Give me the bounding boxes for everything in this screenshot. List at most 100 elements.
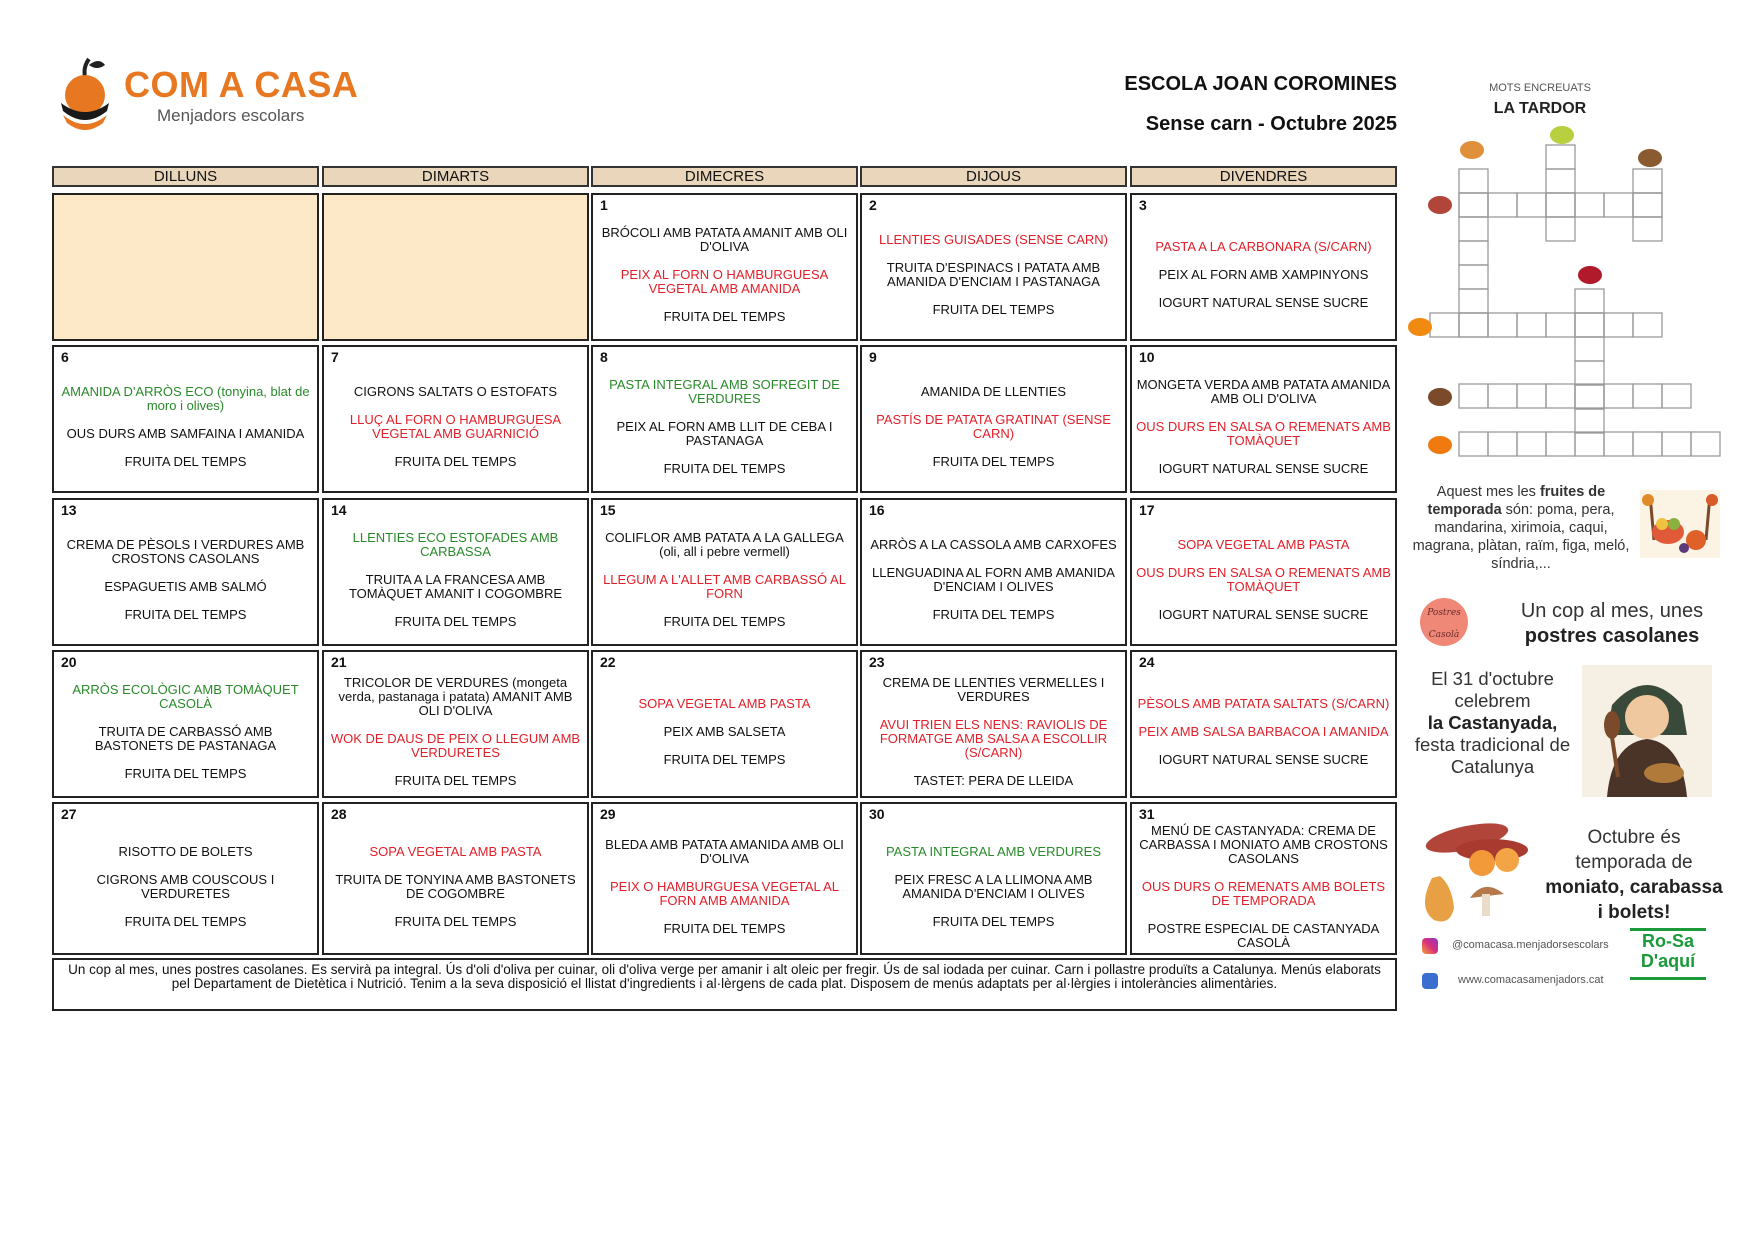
crossword-cell[interactable] — [1458, 264, 1489, 290]
crossword-cell[interactable] — [1574, 431, 1605, 457]
crossword-cell[interactable] — [1545, 144, 1576, 170]
crossword-cell[interactable] — [1545, 168, 1576, 194]
mandarin-icon — [1428, 436, 1452, 454]
crossword-cell[interactable] — [1603, 312, 1634, 338]
pumpkin-icon — [1408, 318, 1432, 336]
crossword-cell[interactable] — [1487, 192, 1518, 218]
day-cell-20: 20 ARRÒS ECOLÒGIC AMB TOMÀQUET CASOLÀ TRUI… — [52, 650, 319, 798]
crossword-cell[interactable] — [1458, 240, 1489, 266]
crossword-cell[interactable] — [1458, 383, 1489, 409]
instagram-icon[interactable] — [1422, 938, 1438, 954]
crossword-cell[interactable] — [1545, 383, 1576, 409]
dish-item: LLUÇ AL FORN O HAMBURGUESA VEGETAL AMB G… — [349, 412, 562, 441]
website-icon[interactable] — [1422, 973, 1438, 989]
dish-item: TRUITA A LA FRANCESA AMB TOMÀQUET AMANIT… — [348, 572, 563, 601]
crossword-cell[interactable] — [1574, 383, 1605, 409]
day-cell-31: 31 MENÚ DE CASTANYADA: CREMA DE CARBASSA … — [1130, 802, 1397, 955]
crossword-cell[interactable] — [1516, 312, 1547, 338]
dish-item: PEIX AL FORN AMB LLIT DE CEBA I PASTANAG… — [616, 419, 833, 448]
dish-list: PASTA INTEGRAL AMB VERDURES PEIX FRESC A … — [866, 826, 1121, 947]
crossword-cell[interactable] — [1487, 312, 1518, 338]
dish-item: ARRÒS A LA CASSOLA AMB CARXOFES — [870, 537, 1117, 552]
day-number: 8 — [600, 349, 608, 365]
crossword-cell[interactable] — [1458, 312, 1489, 338]
crossword-cell[interactable] — [1632, 383, 1663, 409]
website-link[interactable]: www.comacasamenjadors.cat — [1458, 974, 1604, 986]
crossword-grid — [1408, 126, 1721, 457]
crossword-cell[interactable] — [1545, 192, 1576, 218]
dish-item: CREMA DE LLENTIES VERMELLES I VERDURES — [882, 675, 1105, 704]
dish-item: BLEDA AMB PATATA AMANIDA AMB OLI D'OLIVA — [605, 836, 844, 866]
crossword-cell[interactable] — [1574, 312, 1605, 338]
crossword-cell[interactable] — [1574, 312, 1605, 338]
crossword-cell[interactable] — [1574, 408, 1605, 434]
crossword-cell[interactable] — [1516, 431, 1547, 457]
crossword-cell[interactable] — [1429, 312, 1460, 338]
dish-item: IOGURT NATURAL SENSE SUCRE — [1158, 607, 1369, 622]
dish-list: SOPA VEGETAL AMB PASTA TRUITA DE TONYINA … — [328, 826, 583, 947]
crossword-cell[interactable] — [1632, 192, 1663, 218]
crossword-title: LA TARDOR — [1493, 100, 1587, 117]
dish-item: PASTA A LA CARBONARA (S/CARN) — [1155, 239, 1372, 254]
crossword-cell[interactable] — [1574, 288, 1605, 314]
crossword-cell[interactable] — [1574, 360, 1605, 386]
weekday-header-dilluns: DILLUNS — [52, 166, 319, 187]
crossword-cell[interactable] — [1458, 168, 1489, 194]
crossword-cell[interactable] — [1632, 168, 1663, 194]
castanyada-text: El 31 d'octubre celebrem la Castanyada, … — [1410, 668, 1575, 778]
crossword-cell[interactable] — [1632, 431, 1663, 457]
crossword-cell[interactable] — [1516, 192, 1547, 218]
crossword-cell[interactable] — [1458, 192, 1489, 218]
dish-item: TRUITA DE TONYINA AMB BASTONETS DE COGOM… — [335, 871, 576, 901]
dish-item: FRUITA DEL TEMPS — [932, 913, 1055, 929]
crossword-cell[interactable] — [1545, 216, 1576, 242]
crossword-cell[interactable] — [1574, 384, 1605, 410]
crossword-cell[interactable] — [1632, 312, 1663, 338]
dish-item: PEIX AL FORN O HAMBURGUESA VEGETAL AMB A… — [620, 267, 829, 296]
crossword-cell[interactable] — [1487, 383, 1518, 409]
crossword-cell[interactable] — [1516, 383, 1547, 409]
castanyada-pre: El 31 d'octubre celebrem — [1431, 668, 1554, 711]
crossword-cell[interactable] — [1458, 216, 1489, 242]
dish-item: FRUITA DEL TEMPS — [394, 913, 517, 929]
dish-item: BRÓCOLI AMB PATATA AMANIT AMB OLI D'OLIV… — [601, 225, 848, 254]
crossword-cell[interactable] — [1574, 336, 1605, 362]
crossword-cell[interactable] — [1690, 431, 1721, 457]
svg-text:Postres: Postres — [1426, 608, 1461, 618]
instagram-handle[interactable]: @comacasa.menjadorsescolars — [1452, 939, 1609, 951]
crossword-cell[interactable] — [1603, 431, 1634, 457]
day-number: 20 — [61, 654, 77, 670]
crossword-cell[interactable] — [1661, 431, 1692, 457]
day-cell-28: 28 SOPA VEGETAL AMB PASTA TRUITA DE TONYIN… — [322, 802, 589, 955]
crossword-cell[interactable] — [1458, 192, 1489, 218]
day-number: 31 — [1139, 806, 1155, 822]
crossword-cell[interactable] — [1545, 192, 1576, 218]
dish-item: PEIX O HAMBURGUESA VEGETAL AL FORN AMB A… — [609, 878, 840, 908]
day-number: 13 — [61, 502, 77, 518]
crossword-cell[interactable] — [1632, 192, 1663, 218]
dish-item: PÈSOLS AMB PATATA SALTATS (S/CARN) — [1137, 696, 1390, 711]
crossword-cell[interactable] — [1545, 431, 1576, 457]
dish-list: LLENTIES ECO ESTOFADES AMB CARBASSA TRUIT… — [328, 522, 583, 638]
weekday-header-divendres: DIVENDRES — [1130, 166, 1397, 187]
crossword-cell[interactable] — [1458, 431, 1489, 457]
crossword-cell[interactable] — [1458, 312, 1489, 338]
crossword-cell[interactable] — [1603, 192, 1634, 218]
dish-list: ARRÒS A LA CASSOLA AMB CARXOFES LLENGUADI… — [866, 522, 1121, 638]
day-number: 17 — [1139, 502, 1155, 518]
dish-item: FRUITA DEL TEMPS — [932, 607, 1055, 622]
crossword-cell[interactable] — [1458, 288, 1489, 314]
crossword-cell[interactable] — [1603, 383, 1634, 409]
dish-item: IOGURT NATURAL SENSE SUCRE — [1158, 295, 1369, 310]
castanyada-bold: la Castanyada, — [1427, 712, 1558, 733]
crossword-cell[interactable] — [1632, 216, 1663, 242]
pomegranate-icon — [1578, 266, 1602, 284]
crossword-cell[interactable] — [1661, 383, 1692, 409]
crossword-cell[interactable] — [1487, 431, 1518, 457]
dish-item: AMANIDA DE LLENTIES — [920, 384, 1067, 399]
crossword-cell[interactable] — [1545, 312, 1576, 338]
crossword-cell[interactable] — [1574, 192, 1605, 218]
dish-item: TRICOLOR DE VERDURES (mongeta verda, pas… — [338, 675, 573, 718]
dish-item: FRUITA DEL TEMPS — [663, 309, 786, 324]
autumn-fruit-basket-icon — [1640, 490, 1720, 558]
